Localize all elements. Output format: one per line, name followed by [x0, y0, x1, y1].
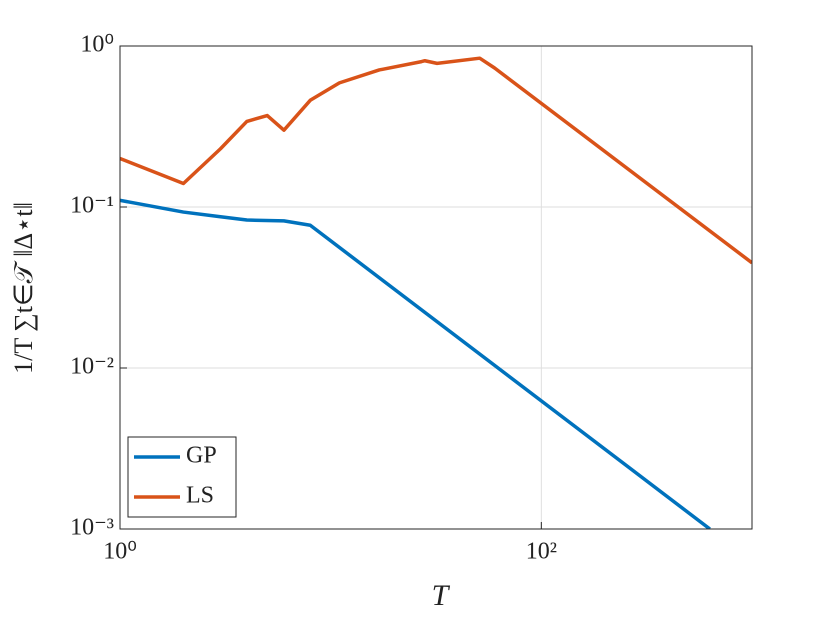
line-series: [120, 56, 752, 265]
legend-label: GP: [186, 443, 217, 469]
y-tick-label: 10⁻¹: [70, 193, 114, 219]
x-tick-label: 10⁰: [103, 539, 137, 565]
line-series: [120, 198, 711, 529]
x-tick-label: 10²: [526, 539, 557, 565]
y-axis-label: 1/T ∑t∈𝒯 ‖Δ⋆t‖: [9, 202, 38, 374]
legend-box: [127, 436, 237, 518]
y-tick-label: 10⁻²: [70, 354, 114, 380]
axes-box: [119, 45, 753, 530]
legend-label: LS: [186, 483, 214, 509]
x-axis-label: T: [432, 579, 451, 612]
y-tick-label: 10⁰: [80, 32, 114, 58]
y-tick-label: 10⁻³: [70, 515, 114, 541]
